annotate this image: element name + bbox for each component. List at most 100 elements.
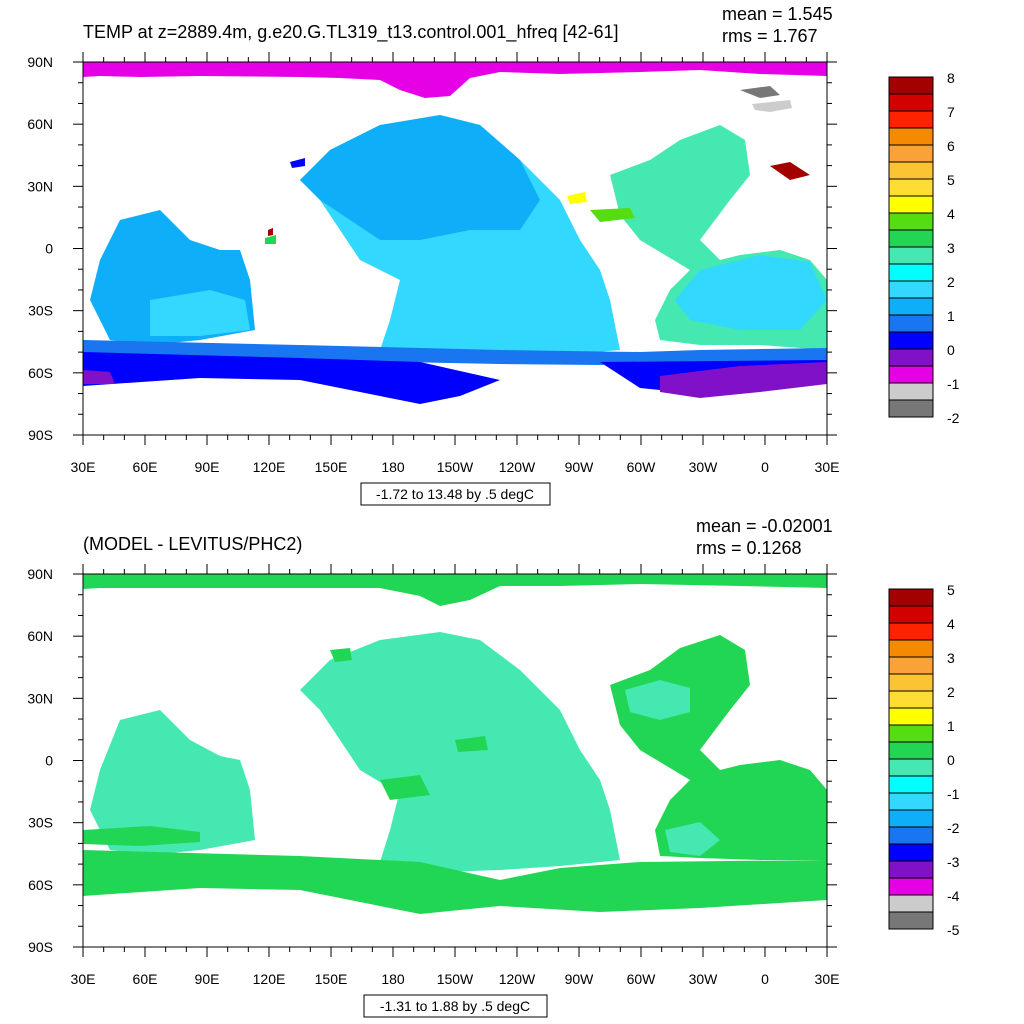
y-tick-label: 90S: [28, 939, 53, 955]
colorbar-label: 6: [947, 138, 955, 154]
x-tick-label: 120W: [499, 971, 536, 987]
y-tick-label: 90S: [28, 427, 53, 443]
panel-2-title: (MODEL - LEVITUS/PHC2): [83, 534, 302, 554]
colorbar-label: 1: [947, 718, 955, 734]
colorbar-swatch: [888, 314, 934, 333]
colorbar-label: 4: [947, 616, 955, 632]
panel-1-axes: 30E 60E 90E 120E 150E 180 150W 120W 90W 60W 30W 0 30…: [27, 52, 839, 475]
x-tick-label: 120E: [253, 971, 286, 987]
colorbar-swatch: [888, 348, 934, 367]
colorbar-label: -1: [947, 376, 960, 392]
x-tick-label: 30E: [71, 459, 96, 475]
x-tick-label: 30E: [71, 971, 96, 987]
y-tick-label: 60N: [27, 628, 53, 644]
y-tick-label: 30N: [27, 690, 53, 706]
colorbar-swatch: [888, 639, 934, 658]
colorbar-label: 2: [947, 684, 955, 700]
colorbar-label: 7: [947, 104, 955, 120]
colorbar-label: -5: [947, 922, 960, 938]
colorbar-swatch: [888, 365, 934, 384]
colorbar-swatch: [888, 588, 934, 607]
panel-1-range: -1.72 to 13.48 by .5 degC: [376, 486, 534, 502]
colorbar-label: -2: [947, 820, 960, 836]
colorbar-swatch: [888, 229, 934, 248]
x-tick-label: 120E: [253, 459, 286, 475]
x-tick-label: 60E: [133, 459, 158, 475]
colorbar-swatch: [888, 280, 934, 299]
x-tick-label: 150E: [315, 971, 348, 987]
colorbar-swatch: [888, 195, 934, 214]
x-tick-label: 60E: [133, 971, 158, 987]
colorbar-label: -2: [947, 410, 960, 426]
x-tick-label: 90E: [195, 459, 220, 475]
panel-2-mean: mean = -0.02001: [696, 516, 833, 536]
x-tick-label: 150W: [437, 459, 474, 475]
colorbar-label: 3: [947, 240, 955, 256]
colorbar-label: 3: [947, 650, 955, 666]
x-tick-label: 180: [381, 459, 405, 475]
y-tick-label: 0: [45, 241, 53, 257]
x-tick-label: 150E: [315, 459, 348, 475]
colorbar-swatch: [888, 382, 934, 401]
colorbar-swatch: [888, 399, 934, 418]
panel-1-map: [83, 62, 827, 435]
colorbar-swatch: [888, 911, 934, 930]
x-tick-label: 30E: [815, 459, 840, 475]
y-tick-label: 90N: [27, 54, 53, 70]
y-tick-label: 60S: [28, 877, 53, 893]
colorbar-swatch: [888, 331, 934, 350]
colorbar-label: -4: [947, 888, 960, 904]
panel-1-rms: rms = 1.767: [722, 26, 818, 46]
colorbar-swatch: [888, 673, 934, 692]
colorbar-swatch: [888, 246, 934, 265]
colorbar-swatch: [888, 263, 934, 282]
colorbar-swatch: [888, 690, 934, 709]
colorbar-swatch: [888, 656, 934, 675]
panel-temperature: TEMP at z=2889.4m, g.e20.G.TL319_t13.con…: [27, 4, 960, 506]
colorbar-label: 4: [947, 206, 955, 222]
colorbar-label: 2: [947, 274, 955, 290]
x-tick-label: 90W: [565, 971, 595, 987]
colorbar-swatch: [888, 605, 934, 624]
x-tick-label: 180: [381, 971, 405, 987]
panel-difference: (MODEL - LEVITUS/PHC2) mean = -0.02001 r…: [27, 516, 960, 1018]
colorbar-label: 5: [947, 172, 955, 188]
colorbar-label: -1: [947, 786, 960, 802]
x-tick-label: 0: [761, 459, 769, 475]
colorbar-swatch: [888, 775, 934, 794]
colorbar-swatch: [888, 76, 934, 95]
colorbar-label: 1: [947, 308, 955, 324]
x-tick-label: 30W: [689, 459, 719, 475]
colorbar-swatch: [888, 860, 934, 879]
colorbar-swatch: [888, 843, 934, 862]
colorbar-swatch: [888, 741, 934, 760]
colorbar-label: 8: [947, 70, 955, 86]
x-tick-label: 120W: [499, 459, 536, 475]
y-tick-label: 60N: [27, 116, 53, 132]
x-tick-label: 30W: [689, 971, 719, 987]
panel-2-rms: rms = 0.1268: [696, 538, 802, 558]
colorbar-swatch: [888, 161, 934, 180]
y-tick-label: 0: [45, 753, 53, 769]
x-tick-label: 150W: [437, 971, 474, 987]
colorbar-swatch: [888, 826, 934, 845]
colorbar-swatch: [888, 707, 934, 726]
colorbar-swatch: [888, 792, 934, 811]
colorbar-swatch: [888, 877, 934, 896]
colorbar-swatch: [888, 724, 934, 743]
colorbar-swatch: [888, 110, 934, 129]
x-tick-label: 60W: [627, 971, 657, 987]
colorbar-label: 0: [947, 342, 955, 358]
colorbar-swatch: [888, 809, 934, 828]
colorbar-swatch: [888, 622, 934, 641]
colorbar-swatch: [888, 894, 934, 913]
y-tick-label: 30S: [28, 815, 53, 831]
colorbar-swatch: [888, 297, 934, 316]
y-tick-label: 90N: [27, 566, 53, 582]
panel-1-mean: mean = 1.545: [722, 4, 833, 24]
colorbar-label: 0: [947, 752, 955, 768]
x-tick-label: 30E: [815, 971, 840, 987]
panel-1-title: TEMP at z=2889.4m, g.e20.G.TL319_t13.con…: [83, 22, 619, 43]
x-tick-label: 90E: [195, 971, 220, 987]
